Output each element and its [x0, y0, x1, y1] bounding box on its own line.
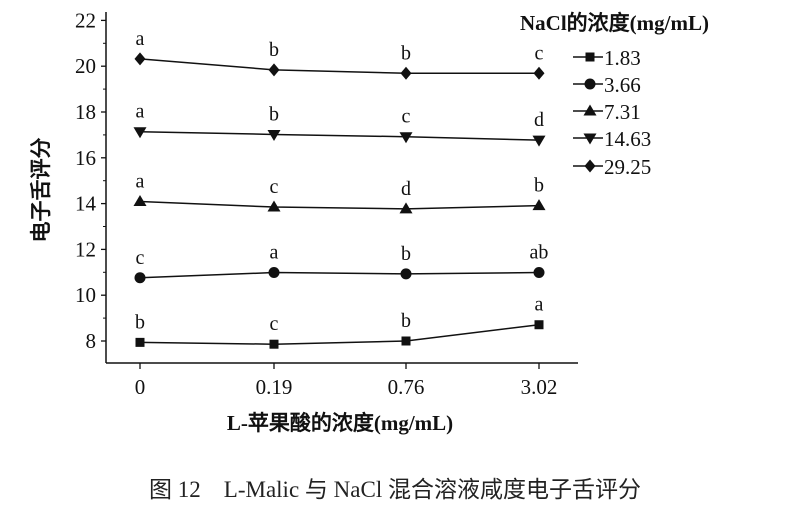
- x-tick-label: 0: [135, 375, 146, 399]
- data-point: [133, 127, 147, 139]
- legend-item: 3.66: [573, 73, 641, 97]
- significance-label: b: [534, 175, 544, 197]
- legend-marker-square-icon: [585, 52, 595, 62]
- series-line: [139, 130, 540, 141]
- significance-label: c: [402, 106, 411, 128]
- data-point: [533, 66, 545, 80]
- y-tick-label: 16: [75, 146, 96, 170]
- data-point: [534, 320, 544, 330]
- significance-label: c: [270, 313, 279, 335]
- data-point: [133, 195, 147, 207]
- x-axis-label: L-苹果酸的浓度(mg/mL): [227, 411, 453, 435]
- legend-marker-diamond-icon: [584, 159, 596, 173]
- significance-label: b: [401, 42, 411, 64]
- data-point: [400, 268, 412, 280]
- y-tick-label: 12: [75, 237, 96, 261]
- y-tick-label: 10: [75, 283, 96, 307]
- y-tick-label: 20: [75, 54, 96, 78]
- significance-label: a: [136, 171, 145, 193]
- data-point: [532, 199, 546, 211]
- axes: 8 10 12 14 16 18 20 22 0 0.19 0.76 3.02: [75, 8, 578, 399]
- significance-label: a: [270, 242, 279, 264]
- significance-label: d: [401, 178, 411, 200]
- data-point: [268, 63, 280, 77]
- significance-label: ab: [530, 242, 549, 264]
- series-3.66: c a b ab: [134, 242, 549, 284]
- series-line: [139, 200, 540, 210]
- figure-caption: 图 12 L-Malic 与 NaCl 混合溶液咸度电子舌评分: [149, 477, 641, 502]
- data-point: [267, 200, 281, 212]
- data-point: [401, 336, 411, 346]
- legend-label: 7.31: [604, 100, 641, 124]
- series-group: b c bac a b aba c d ba b c da b b c: [133, 28, 549, 349]
- series-14.63: a b c d: [133, 101, 546, 147]
- significance-label: b: [401, 310, 411, 332]
- y-axis-label: 电子舌评分: [29, 138, 53, 243]
- legend-item: 14.63: [573, 127, 651, 151]
- data-point: [268, 267, 280, 279]
- significance-label: c: [136, 247, 145, 269]
- legend-title: NaCl的浓度(mg/mL): [520, 11, 709, 35]
- legend-label: 29.25: [604, 155, 651, 179]
- legend-label: 14.63: [604, 127, 651, 151]
- data-point: [135, 337, 145, 347]
- significance-label: a: [535, 294, 544, 316]
- significance-label: b: [269, 39, 279, 61]
- data-point: [400, 66, 412, 80]
- significance-label: b: [135, 311, 145, 333]
- data-point: [267, 129, 281, 141]
- data-point: [134, 272, 146, 284]
- x-tick-label: 0.19: [256, 375, 293, 399]
- significance-label: a: [136, 28, 145, 50]
- data-point: [269, 339, 279, 349]
- data-point: [399, 132, 413, 144]
- legend-label: 1.83: [604, 46, 641, 70]
- y-tick-label: 8: [86, 329, 97, 353]
- legend: NaCl的浓度(mg/mL) 1.83 3.66 7.31 14.63 29.25: [520, 11, 709, 179]
- series-line: [139, 271, 540, 279]
- series-1.83: b c ba: [135, 294, 544, 349]
- legend-marker-triangle-down-icon: [583, 133, 597, 145]
- series-line: [139, 58, 539, 75]
- x-tick-label: 3.02: [521, 375, 558, 399]
- legend-marker-triangle-up-icon: [583, 104, 597, 116]
- data-point: [533, 267, 545, 279]
- significance-label: a: [136, 101, 145, 123]
- legend-item: 1.83: [573, 46, 641, 70]
- significance-label: b: [269, 103, 279, 125]
- significance-label: b: [401, 243, 411, 265]
- y-tick-label: 18: [75, 100, 96, 124]
- significance-label: c: [535, 42, 544, 64]
- legend-label: 3.66: [604, 73, 641, 97]
- y-tick-label: 22: [75, 8, 96, 32]
- legend-marker-circle-icon: [584, 78, 596, 90]
- significance-label: d: [534, 109, 544, 131]
- data-point: [399, 202, 413, 214]
- y-tick-label: 14: [75, 192, 97, 216]
- x-tick-label: 0.76: [388, 375, 425, 399]
- data-point: [532, 135, 546, 147]
- legend-item: 7.31: [573, 100, 641, 124]
- series-line: [139, 323, 540, 345]
- data-point: [134, 52, 146, 66]
- significance-label: c: [270, 176, 279, 198]
- legend-item: 29.25: [573, 155, 651, 179]
